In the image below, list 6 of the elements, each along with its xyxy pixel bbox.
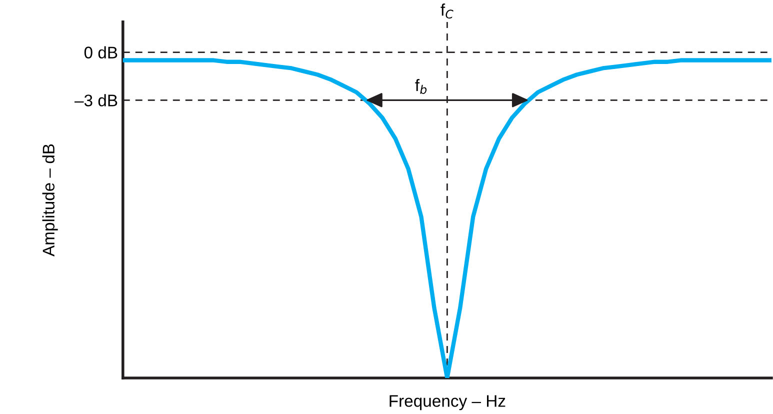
annotation: f$_{b}$ [415, 78, 427, 94]
x-tick-label: f$_{C}$ [440, 4, 454, 18]
y-axis-title: Amplitude – dB [42, 144, 58, 256]
x-axis-title: Frequency – Hz [390, 395, 506, 410]
y-tick-label: 0 dB [84, 46, 118, 58]
y-tick-label: –3 dB [74, 94, 118, 106]
